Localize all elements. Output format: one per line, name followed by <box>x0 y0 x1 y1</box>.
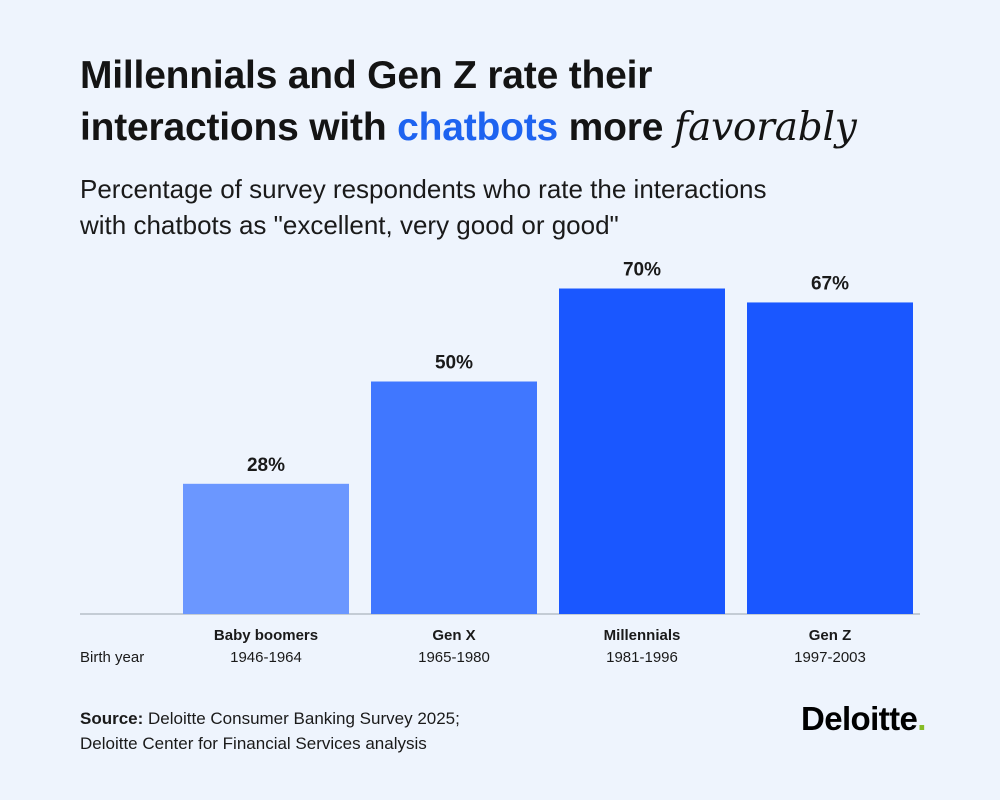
title-emphasis: favorably <box>673 105 857 150</box>
subtitle-line1: Percentage of survey respondents who rat… <box>80 174 767 204</box>
bar-4 <box>747 302 913 614</box>
x-axis-label: Birth year <box>80 649 144 666</box>
title-highlight: chatbots <box>397 106 559 149</box>
title-line2-prefix: interactions with <box>80 106 398 149</box>
chart-title: Millennials and Gen Z rate their interac… <box>80 50 940 154</box>
source-line1: Deloitte Consumer Banking Survey 2025; <box>143 709 460 728</box>
category-label-2: Gen X <box>432 627 475 644</box>
bar-1 <box>183 483 349 614</box>
category-sublabel-2: 1965-1980 <box>418 649 490 666</box>
category-sublabel-3: 1981-1996 <box>606 649 678 666</box>
data-label-2: 50% <box>435 353 473 374</box>
source-line2: Deloitte Center for Financial Services a… <box>80 734 427 753</box>
category-sublabel-4: 1997-2003 <box>794 649 866 666</box>
data-label-1: 28% <box>247 455 285 476</box>
logo-dot: . <box>917 700 926 737</box>
title-line1: Millennials and Gen Z rate their <box>80 54 653 97</box>
bar-2 <box>371 381 537 614</box>
data-label-3: 70% <box>623 260 661 281</box>
subtitle-line2: with chatbots as "excellent, very good o… <box>80 210 619 240</box>
category-label-3: Millennials <box>604 627 681 644</box>
title-line2-mid: more <box>558 106 674 149</box>
source-label: Source: <box>80 709 144 728</box>
logo-text: Deloitte <box>801 700 918 737</box>
category-sublabel-1: 1946-1964 <box>230 649 302 666</box>
data-label-4: 67% <box>811 273 849 294</box>
deloitte-logo: Deloitte. <box>801 700 926 738</box>
chart-subtitle: Percentage of survey respondents who rat… <box>80 171 920 243</box>
source-note: Source: Deloitte Consumer Banking Survey… <box>80 706 460 756</box>
category-label-4: Gen Z <box>809 627 852 644</box>
category-label-1: Baby boomers <box>214 627 318 644</box>
bar-3 <box>559 288 725 614</box>
